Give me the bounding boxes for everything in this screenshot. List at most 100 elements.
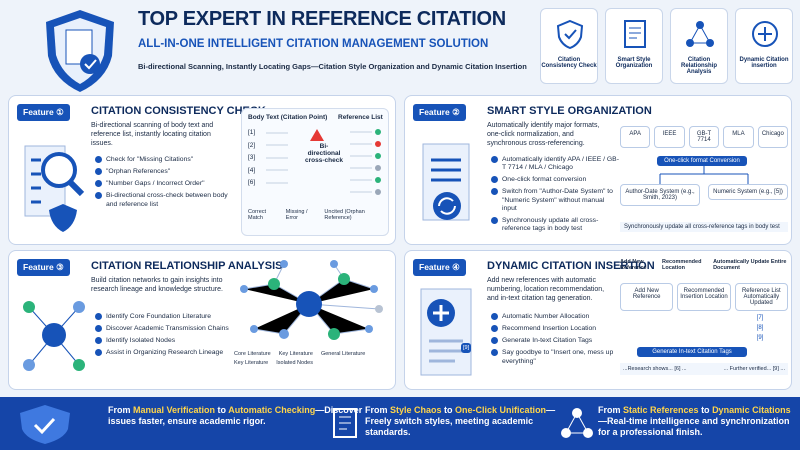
- feature-badge: Feature ②: [413, 104, 466, 121]
- list-item: Add New Reference: [620, 283, 674, 311]
- generate-button[interactable]: Generate In-text Citation Tags: [637, 347, 747, 357]
- title: TOP EXPERT IN REFERENCE CITATION: [138, 8, 506, 30]
- highlight: One-Click Unification: [455, 405, 547, 415]
- style-list: APA IEEE GB-T 7714 MLA Chicago: [620, 126, 789, 148]
- list-item: Bi-directional cross-check between body …: [95, 192, 235, 208]
- feature-desc: Build citation networks to gain insights…: [91, 277, 223, 293]
- list-item: Uncited (Orphan Reference): [324, 209, 365, 221]
- feature-title: SMART STYLE ORGANIZATION: [487, 105, 652, 117]
- author-date-box: Author-Date System (e.g., Smith, 2023): [620, 184, 700, 206]
- header-card: Dynamic Citation insertion: [735, 8, 793, 84]
- list-item: [6]: [248, 179, 256, 186]
- footer-icon: [20, 405, 70, 444]
- bullet-list: Automatically identify APA / IEEE / GB-T…: [491, 156, 619, 237]
- list-item: Recommended Insertion Location: [677, 283, 731, 311]
- list-item: Automatically Update Entire Document: [713, 259, 787, 271]
- text: From: [598, 405, 624, 415]
- cross-check-label: Bi-directional cross-check: [305, 143, 343, 164]
- list-item: Synchronously update all cross-reference…: [491, 216, 619, 233]
- text: to: [698, 405, 713, 415]
- highlight: Dynamic Citations: [712, 405, 791, 415]
- feature-badge: Feature ③: [17, 259, 70, 276]
- list-item: "Number Gaps / Incorrect Order": [95, 180, 235, 188]
- shield-icon: [46, 10, 114, 92]
- bullet-list: Identify Core Foundation Literature Disco…: [95, 313, 235, 362]
- document-icon: [422, 143, 470, 221]
- list-item: General Literature: [320, 351, 366, 357]
- network-icon: [23, 301, 85, 371]
- text: From: [365, 405, 391, 415]
- list-item: Assist in Organizing Research Lineage: [95, 349, 235, 357]
- check-diagram: Body Text (Citation Point) Reference Lis…: [241, 108, 389, 236]
- header-card: Citation Relationship Analysis: [670, 8, 728, 84]
- feature-title: CITATION RELATIONSHIP ANALYSIS: [91, 260, 283, 272]
- convert-button[interactable]: One-click format Conversion: [657, 156, 747, 166]
- list-item: Core Literature: [234, 351, 271, 357]
- list-item: Say goodbye to "Insert one, mess up ever…: [491, 349, 621, 365]
- citation-tag: [9]: [461, 343, 472, 353]
- footer-item: From Static References to Dynamic Citati…: [598, 405, 793, 437]
- list-item: MLA: [723, 126, 754, 148]
- column-header: Reference List: [338, 114, 383, 121]
- list-item: Missing / Error: [285, 209, 308, 221]
- footer-bar: From Manual Verification to Automatic Ch…: [0, 397, 800, 450]
- list-item: GB-T 7714: [688, 126, 720, 148]
- list-item: Automatic Number Allocation: [491, 313, 621, 321]
- footer-item: From Manual Verification to Automatic Ch…: [108, 405, 363, 427]
- list-item: Check for "Missing Citations": [95, 156, 235, 164]
- list-item: [2]: [248, 141, 256, 149]
- insert-icon: [420, 288, 472, 376]
- ref-list: [7] [8] [9]: [735, 313, 785, 343]
- arrows: [659, 166, 749, 184]
- magnifier-icon: [24, 145, 85, 232]
- list-item: Recommend Insertion Location: [491, 325, 621, 333]
- list-item: One-click format conversion: [491, 176, 619, 184]
- list-item: APA: [620, 126, 651, 148]
- list-item: [3]: [248, 154, 256, 161]
- feature-panel: Feature ② SMART STYLE ORGANIZATION Autom…: [404, 95, 792, 245]
- list-item: Switch from "Author-Date System" to "Num…: [491, 188, 619, 212]
- list-item: Recommended Location: [662, 259, 702, 271]
- list-item: [8]: [756, 325, 764, 331]
- highlight: Static References: [623, 405, 699, 415]
- list-item: Discover Academic Transmission Chains: [95, 325, 235, 333]
- text: to: [441, 405, 456, 415]
- footer-item: From Style Chaos to One-Click Unificatio…: [365, 405, 565, 437]
- body-list: [1] [2] [3] [4] [6]: [248, 127, 255, 190]
- text: From: [108, 405, 134, 415]
- text: —Freely switch styles, meeting academic …: [365, 405, 556, 437]
- sync-note: Synchronously update all cross-reference…: [620, 222, 788, 232]
- list-item: Generate In-text Citation Tags: [491, 337, 621, 345]
- legend: Correct Match Missing / Error Uncited (Orp…: [248, 209, 388, 221]
- card-label: Smart Style Organization: [615, 57, 653, 69]
- feature-panel: Feature ① CITATION CONSISTENCY CHECK Bi-…: [8, 95, 396, 245]
- column-header: Body Text (Citation Point): [248, 114, 328, 121]
- footer-icon: [561, 408, 593, 438]
- list-item: Add New Reference: [620, 259, 647, 271]
- bullet-list: Check for "Missing Citations" "Orphan Ref…: [95, 156, 235, 213]
- list-item: Key Literature: [278, 351, 313, 357]
- footer-icon: [333, 408, 357, 438]
- header-card: Smart Style Organization: [605, 8, 663, 84]
- list-item: ... Further verified... [9] ...: [723, 366, 785, 372]
- feature-desc: Automatically identify major formats, on…: [487, 122, 600, 147]
- text: —Real-time intelligence and synchronizat…: [598, 415, 790, 437]
- card-label: Citation Consistency Check: [541, 57, 597, 69]
- list-item: [1]: [248, 129, 256, 136]
- highlight: Style Chaos: [390, 405, 442, 415]
- list-item: IEEE: [654, 126, 685, 148]
- header-card: Citation Consistency Check: [540, 8, 598, 84]
- list-item: "Orphan References": [95, 168, 235, 176]
- feature-badge: Feature ④: [413, 259, 466, 276]
- bullet-list: Automatic Number Allocation Recommend Ins…: [491, 313, 621, 370]
- list-item: Reference List Automatically Updated: [734, 283, 788, 311]
- list-item: Isolated Nodes: [276, 360, 313, 366]
- card-label: Dynamic Citation insertion: [739, 57, 789, 69]
- numeric-box: Numeric System (e.g., [5]): [708, 184, 788, 200]
- feature-badge: Feature ①: [17, 104, 70, 121]
- list-item: [9]: [756, 335, 764, 341]
- feature-title: DYNAMIC CITATION INSERTION: [487, 260, 655, 272]
- subtitle: ALL-IN-ONE INTELLIGENT CITATION MANAGEME…: [138, 38, 489, 50]
- list-item: Automatically identify APA / IEEE / GB-T…: [491, 156, 619, 172]
